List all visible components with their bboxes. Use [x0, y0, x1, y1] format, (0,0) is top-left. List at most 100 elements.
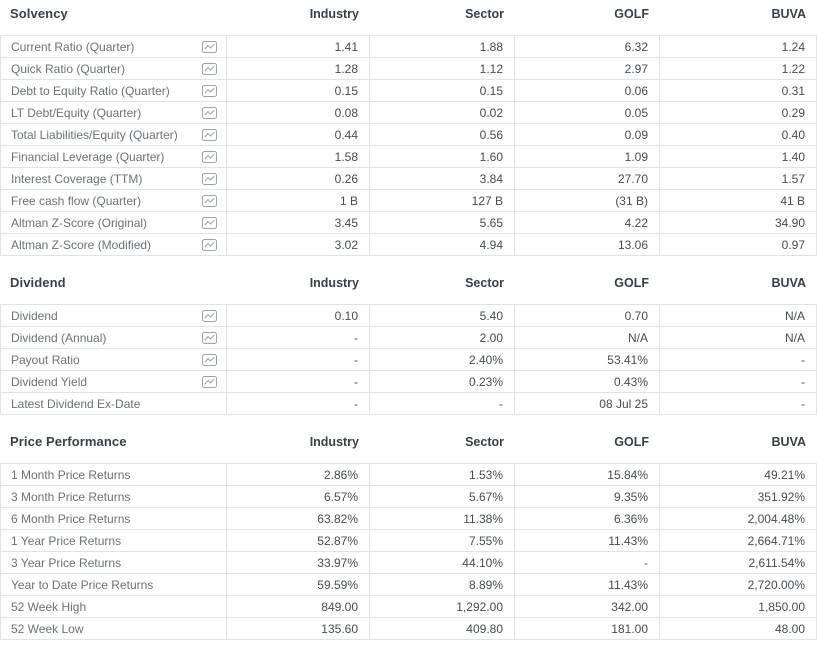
cell-value-sector: 1,292.00: [370, 596, 515, 617]
row-label-cell: Payout Ratio: [1, 349, 227, 370]
row-label-cell: 3 Year Price Returns: [1, 552, 227, 573]
row-label-cell: 6 Month Price Returns: [1, 508, 227, 529]
row-label: 1 Month Price Returns: [11, 467, 131, 482]
cell-value-golf: 6.36%: [515, 508, 660, 529]
cell-value-golf: 4.22: [515, 212, 660, 233]
table-row: Quick Ratio (Quarter) 1.28 1.12 2.97 1.22: [1, 58, 816, 80]
row-label: Interest Coverage (TTM): [11, 171, 143, 186]
cell-value-industry: 6.57%: [227, 486, 370, 507]
column-header-sector: Sector: [465, 7, 504, 21]
cell-value-industry: 1 B: [227, 190, 370, 211]
row-label-cell: Dividend (Annual): [1, 327, 227, 348]
table-row: Altman Z-Score (Original) 3.45 5.65 4.22 34.…: [1, 212, 816, 234]
section-price-performance: Price Performance Industry Sector GOLF BUVA 1…: [0, 415, 817, 640]
chart-icon[interactable]: [202, 309, 217, 322]
cell-value-buva: 1.22: [781, 61, 805, 76]
column-header-buva: BUVA: [771, 7, 807, 21]
row-label-cell: LT Debt/Equity (Quarter): [1, 102, 227, 123]
cell-value-industry: 1.28: [227, 58, 370, 79]
chart-icon[interactable]: [202, 172, 217, 185]
row-label: 52 Week Low: [11, 621, 84, 636]
section-title: Price Performance: [10, 434, 127, 449]
table-row: LT Debt/Equity (Quarter) 0.08 0.02 0.05 0.29: [1, 102, 816, 124]
column-header-industry: Industry: [309, 435, 359, 449]
table-row: 3 Month Price Returns 6.57% 5.67% 9.35% 351.…: [1, 486, 816, 508]
row-label-cell: 1 Month Price Returns: [1, 464, 227, 485]
cell-value-golf: 0.09: [515, 124, 660, 145]
cell-value-buva: -: [801, 396, 805, 411]
cell-value-buva: 34.90: [774, 215, 805, 230]
cell-value-golf: 27.70: [515, 168, 660, 189]
cell-value-sector: 5.65: [370, 212, 515, 233]
cell-value-golf: N/A: [515, 327, 660, 348]
chart-icon[interactable]: [202, 150, 217, 163]
cell-value-golf: 0.43%: [515, 371, 660, 392]
cell-value-sector: 4.94: [370, 234, 515, 255]
cell-value-industry: 3.02: [227, 234, 370, 255]
cell-value-buva: 0.29: [781, 105, 805, 120]
row-label: Altman Z-Score (Original): [11, 215, 148, 230]
chart-icon[interactable]: [202, 375, 217, 388]
chart-icon[interactable]: [202, 216, 217, 229]
cell-value-sector: 8.89%: [370, 574, 515, 595]
chart-icon[interactable]: [202, 128, 217, 141]
table-row: Debt to Equity Ratio (Quarter) 0.15 0.15 0.…: [1, 80, 816, 102]
table-row: Dividend Yield -0.23% 0.43% -: [1, 371, 816, 393]
cell-value-buva: N/A: [784, 308, 805, 323]
chart-icon[interactable]: [202, 84, 217, 97]
section-body: Dividend 0.10 5.40 0.70 N/A Dividend (Annual)…: [0, 304, 817, 415]
cell-value-golf: 342.00: [515, 596, 660, 617]
cell-value-industry: 1.58: [227, 146, 370, 167]
chart-icon[interactable]: [202, 106, 217, 119]
cell-value-golf: 1.09: [515, 146, 660, 167]
cell-value-buva: 351.92%: [757, 489, 805, 504]
cell-value-sector: 7.55%: [370, 530, 515, 551]
row-label-cell: Latest Dividend Ex-Date: [1, 393, 227, 414]
cell-value-industry: 3.45: [227, 212, 370, 233]
chart-icon[interactable]: [202, 194, 217, 207]
row-label: Dividend Yield: [11, 374, 88, 389]
chart-icon[interactable]: [202, 331, 217, 344]
row-label-cell: 3 Month Price Returns: [1, 486, 227, 507]
cell-value-buva: 1.24: [781, 39, 805, 54]
row-label-cell: Quick Ratio (Quarter): [1, 58, 227, 79]
cell-value-industry: -: [227, 371, 370, 392]
row-label: 6 Month Price Returns: [11, 511, 131, 526]
chart-icon[interactable]: [202, 238, 217, 251]
row-label: 3 Year Price Returns: [11, 555, 122, 570]
cell-value-industry: 0.44: [227, 124, 370, 145]
row-label-cell: Dividend: [1, 305, 227, 326]
cell-value-sector: 0.02: [370, 102, 515, 123]
column-header-golf: GOLF: [614, 7, 649, 21]
cell-value-buva: 1,850.00: [758, 599, 805, 614]
table-row: 6 Month Price Returns 63.82% 11.38% 6.36% 2,…: [1, 508, 816, 530]
column-header-buva: BUVA: [771, 276, 807, 290]
row-label: Free cash flow (Quarter): [11, 193, 142, 208]
cell-value-golf: 2.97: [515, 58, 660, 79]
cell-value-buva: 1.40: [781, 149, 805, 164]
cell-value-buva: 1.57: [781, 171, 805, 186]
cell-value-golf: 11.43%: [515, 530, 660, 551]
cell-value-sector: 0.23%: [370, 371, 515, 392]
chart-icon[interactable]: [202, 40, 217, 53]
cell-value-golf: 53.41%: [515, 349, 660, 370]
table-row: Dividend 0.10 5.40 0.70 N/A: [1, 305, 816, 327]
table-row: Total Liabilities/Equity (Quarter) 0.44 0.…: [1, 124, 816, 146]
row-label-cell: Free cash flow (Quarter): [1, 190, 227, 211]
cell-value-sector: 11.38%: [370, 508, 515, 529]
chart-icon[interactable]: [202, 353, 217, 366]
section-body: Current Ratio (Quarter) 1.41 1.88 6.32 1.24 Q…: [0, 35, 817, 256]
chart-icon[interactable]: [202, 62, 217, 75]
cell-value-sector: 127 B: [370, 190, 515, 211]
cell-value-golf: 181.00: [515, 618, 660, 639]
table-row: 52 Week High 849.00 1,292.00 342.00 1,850.00: [1, 596, 816, 618]
cell-value-industry: 63.82%: [227, 508, 370, 529]
row-label-cell: Financial Leverage (Quarter): [1, 146, 227, 167]
cell-value-buva: -: [801, 374, 805, 389]
table-row: 1 Month Price Returns 2.86% 1.53% 15.84% 49.…: [1, 464, 816, 486]
table-row: 1 Year Price Returns 52.87% 7.55% 11.43% 2,6…: [1, 530, 816, 552]
row-label: Latest Dividend Ex-Date: [11, 396, 141, 411]
cell-value-golf: 13.06: [515, 234, 660, 255]
cell-value-industry: 52.87%: [227, 530, 370, 551]
